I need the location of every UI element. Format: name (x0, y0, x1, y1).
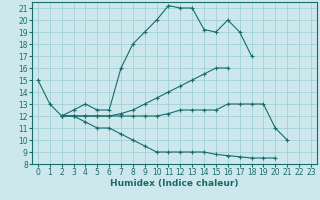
X-axis label: Humidex (Indice chaleur): Humidex (Indice chaleur) (110, 179, 239, 188)
